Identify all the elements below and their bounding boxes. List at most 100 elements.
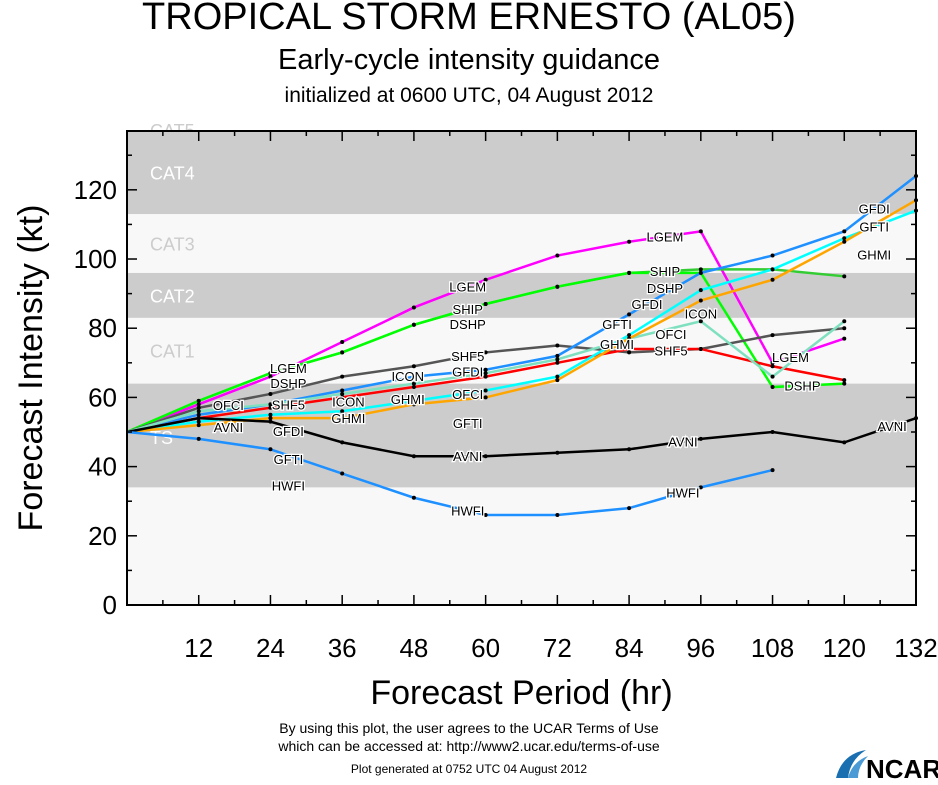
series-label-ghmi: GHMI — [330, 410, 366, 428]
data-point — [483, 301, 488, 306]
series-label-ghmi: GHMI — [389, 391, 425, 409]
series-label-text: GFTI — [859, 220, 889, 235]
series-line-hwfi — [126, 430, 773, 517]
series-label-icon: ICON — [331, 393, 366, 411]
x-tick-label: 120 — [823, 633, 866, 663]
series-label-text: ICON — [332, 395, 365, 410]
series-label-text: ICON — [685, 307, 718, 322]
data-point — [340, 395, 345, 400]
data-point — [555, 378, 560, 383]
series-label-text: HWFI — [451, 504, 484, 519]
series-label-text: SHF5 — [451, 349, 484, 364]
data-point — [842, 381, 847, 386]
series-label-text: GHMI — [331, 411, 365, 426]
series-label-gfdi: GFDI — [857, 200, 891, 218]
data-point — [555, 343, 560, 348]
series-label-gfdi: GFDI — [272, 423, 306, 441]
series-label-text: DSHP — [450, 317, 486, 332]
data-point — [842, 239, 847, 244]
series-label-text: LGEM — [449, 280, 486, 295]
data-point — [627, 506, 632, 511]
data-point — [842, 319, 847, 324]
data-point — [555, 513, 560, 518]
band-cat1 — [127, 317, 916, 384]
series-label-text: OFCI — [452, 387, 483, 402]
data-point — [340, 340, 345, 345]
series-label-icon: ICON — [683, 305, 718, 323]
data-point — [411, 402, 416, 407]
series-label-text: SHF5 — [654, 343, 687, 358]
data-point — [411, 322, 416, 327]
data-point — [842, 378, 847, 383]
data-point — [196, 405, 201, 410]
series-label-text: LGEM — [270, 361, 307, 376]
series-label-dshp: DSHP — [448, 316, 487, 334]
series-label-text: HWFI — [666, 486, 699, 501]
series-label-dshp: DSHP — [783, 377, 822, 395]
data-point — [340, 471, 345, 476]
series-label-avni: AVNI — [876, 418, 908, 436]
data-point — [842, 440, 847, 445]
data-point — [698, 288, 703, 293]
data-point — [770, 253, 775, 258]
y-tick-label: 40 — [88, 452, 117, 482]
series-label-shf5: SHF5 — [271, 396, 307, 414]
data-point — [698, 270, 703, 275]
data-point — [698, 298, 703, 303]
series-label-ghmi: GHMI — [856, 246, 892, 264]
data-point — [627, 312, 632, 317]
series-label-gfdi: GFDI — [451, 363, 485, 381]
data-point — [627, 350, 632, 355]
data-point — [770, 364, 775, 369]
series-label-text: SHIP — [650, 264, 680, 279]
y-tick-label: 80 — [88, 313, 117, 343]
series-label-text: GFDI — [452, 364, 483, 379]
series-label-ship: SHIP — [451, 301, 484, 319]
data-point — [483, 367, 488, 372]
data-point — [268, 391, 273, 396]
data-point — [770, 468, 775, 473]
y-tick-label: 120 — [74, 175, 117, 205]
series-label-lgem: LGEM — [448, 278, 487, 296]
data-point — [842, 274, 847, 279]
series-label-text: SHF5 — [272, 398, 305, 413]
data-point — [770, 267, 775, 272]
ncar-logo: NCAR — [832, 748, 938, 784]
series-label-lgem: LGEM — [771, 349, 810, 367]
series-line-gfti — [126, 209, 917, 434]
x-tick-label: 48 — [399, 633, 428, 663]
series-label-text: GFDI — [273, 424, 304, 439]
series-label-text: LGEM — [647, 230, 684, 245]
series-label-gfti: GFTI — [272, 451, 304, 469]
series-label-ofci: OFCI — [212, 397, 246, 415]
data-point — [555, 357, 560, 362]
y-tick-label: 20 — [88, 521, 117, 551]
series-label-dshp: DSHP — [269, 375, 308, 393]
series-label-text: HWFI — [272, 478, 305, 493]
y-axis-label: Forecast Intensity (kt) — [12, 205, 50, 532]
data-point — [268, 405, 273, 410]
data-point — [268, 447, 273, 452]
y-tick-label: 60 — [88, 382, 117, 412]
data-point — [842, 236, 847, 241]
series-label-avni: AVNI — [667, 433, 699, 451]
series-label-lgem: LGEM — [645, 228, 684, 246]
series-label-text: GFTI — [274, 452, 304, 467]
band-label-cat2: CAT2 — [150, 286, 195, 306]
data-point — [770, 277, 775, 282]
data-point — [340, 350, 345, 355]
data-point — [268, 402, 273, 407]
data-point — [698, 346, 703, 351]
data-point — [196, 423, 201, 428]
generated-time: Plot generated at 0752 UTC 04 August 201… — [350, 762, 588, 776]
data-point — [698, 267, 703, 272]
data-point — [770, 385, 775, 390]
series-label-hwfi: HWFI — [271, 477, 307, 495]
data-point — [698, 229, 703, 234]
data-point — [411, 381, 416, 386]
band-ts — [127, 383, 916, 488]
data-point — [842, 336, 847, 341]
data-point — [268, 371, 273, 376]
data-point — [268, 374, 273, 379]
